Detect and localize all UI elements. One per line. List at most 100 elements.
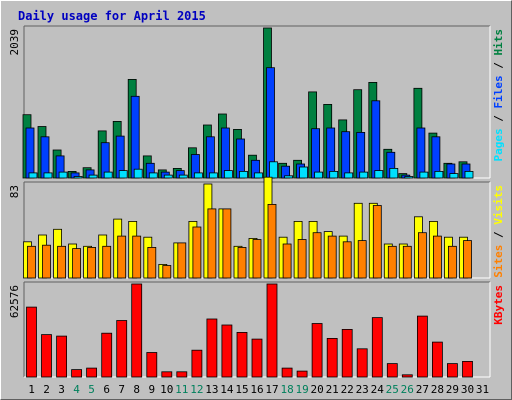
bar-sites-day-8 — [132, 235, 142, 279]
bar-sites-day-6 — [102, 245, 112, 279]
bar-sites-day-19 — [297, 239, 307, 279]
y-max-label: 83 — [8, 185, 21, 198]
bar-sites-day-1 — [27, 245, 36, 279]
x-tick-label-day-15: 15 — [235, 383, 248, 396]
x-tick-label-day-2: 2 — [43, 383, 50, 396]
bar-pages-day-27 — [419, 171, 429, 179]
bar-sites-day-3 — [57, 245, 66, 279]
x-tick-label-day-21: 21 — [326, 383, 339, 396]
bar-sites-day-29 — [447, 245, 457, 279]
bar-sites-day-5 — [87, 246, 96, 279]
label-separator: / — [492, 109, 505, 129]
series-label-kbytes: KBytes — [492, 285, 505, 325]
bar-pages-day-24 — [374, 170, 384, 179]
y-max-label: 2039 — [8, 29, 21, 56]
bar-sites-day-4 — [72, 248, 81, 279]
bar-pages-day-26 — [404, 176, 414, 179]
bar-kbytes-day-5 — [86, 367, 97, 378]
right-axis-labels: Sites / Visits — [492, 185, 505, 278]
bar-files-day-2 — [40, 136, 50, 179]
bar-sites-day-16 — [252, 239, 262, 279]
series-label-hits: Hits — [492, 29, 505, 56]
label-separator: / — [492, 225, 505, 245]
bar-pages-day-11 — [178, 174, 188, 179]
x-tick-label-day-16: 16 — [250, 383, 263, 396]
bar-sites-day-22 — [342, 241, 352, 279]
bar-kbytes-day-12 — [191, 349, 203, 378]
bar-kbytes-day-28 — [431, 341, 443, 378]
bar-sites-day-12 — [192, 226, 202, 279]
bar-kbytes-day-24 — [371, 317, 383, 378]
bar-kbytes-day-25 — [386, 363, 398, 378]
bar-pages-day-21 — [329, 170, 339, 179]
bar-kbytes-day-16 — [251, 338, 263, 378]
bar-pages-day-8 — [133, 168, 143, 179]
bar-pages-day-12 — [193, 172, 203, 179]
bar-sites-day-17 — [267, 203, 277, 279]
bar-kbytes-day-9 — [146, 352, 158, 378]
y-max-label: 62576 — [8, 285, 21, 318]
x-tick-label-day-31: 31 — [476, 383, 489, 396]
bar-files-day-1 — [25, 127, 35, 179]
x-tick-label-day-22: 22 — [341, 383, 354, 396]
x-tick-label-day-18: 18 — [280, 383, 293, 396]
x-tick-label-day-7: 7 — [118, 383, 125, 396]
bar-pages-day-18 — [284, 175, 294, 179]
x-tick-label-day-3: 3 — [58, 383, 65, 396]
x-tick-label-day-14: 14 — [220, 383, 234, 396]
bar-sites-day-15 — [237, 246, 247, 279]
bar-pages-day-2 — [43, 172, 53, 179]
bar-sites-day-27 — [417, 232, 427, 279]
bar-pages-day-6 — [103, 171, 113, 179]
bar-kbytes-day-3 — [56, 335, 67, 378]
bar-kbytes-day-30 — [462, 360, 473, 378]
bar-pages-day-28 — [434, 170, 444, 179]
x-tick-label-day-11: 11 — [175, 383, 188, 396]
x-tick-label-day-24: 24 — [371, 383, 385, 396]
bar-sites-day-21 — [327, 235, 337, 279]
bar-sites-day-25 — [387, 245, 397, 279]
x-tick-label-day-28: 28 — [431, 383, 444, 396]
x-tick-label-day-17: 17 — [265, 383, 278, 396]
bar-kbytes-day-26 — [401, 374, 413, 378]
series-label-files: Files — [492, 75, 505, 108]
series-label-visits: Visits — [492, 185, 505, 225]
bar-sites-day-24 — [372, 205, 382, 279]
bar-kbytes-day-27 — [416, 315, 428, 378]
bar-kbytes-day-29 — [446, 363, 458, 378]
bar-pages-day-14 — [223, 170, 233, 179]
x-tick-label-day-9: 9 — [148, 383, 155, 396]
bar-kbytes-day-4 — [71, 369, 82, 378]
bar-pages-day-5 — [88, 174, 98, 179]
bar-pages-day-20 — [314, 171, 324, 179]
right-axis-labels: KBytes — [492, 285, 505, 325]
bar-sites-day-7 — [117, 235, 127, 279]
bar-kbytes-day-22 — [341, 328, 353, 378]
bar-kbytes-day-21 — [326, 337, 338, 378]
bar-sites-day-20 — [312, 232, 322, 279]
bar-pages-day-13 — [208, 172, 218, 179]
bar-pages-day-23 — [359, 171, 369, 179]
x-tick-label-day-25: 25 — [386, 383, 399, 396]
bar-sites-day-23 — [357, 240, 367, 279]
bar-kbytes-day-8 — [131, 283, 143, 378]
bar-pages-day-22 — [344, 172, 354, 179]
chart-title: Daily usage for April 2015 — [18, 9, 206, 23]
x-tick-label-day-27: 27 — [416, 383, 429, 396]
bar-files-day-13 — [205, 136, 215, 179]
bar-pages-day-10 — [163, 174, 173, 179]
bar-kbytes-day-15 — [236, 331, 248, 378]
x-tick-label-day-10: 10 — [160, 383, 173, 396]
bar-files-day-21 — [326, 127, 336, 179]
bar-kbytes-day-6 — [101, 332, 113, 378]
bar-pages-day-17 — [269, 161, 278, 179]
bar-kbytes-day-2 — [41, 334, 52, 378]
x-tick-label-day-29: 29 — [446, 383, 459, 396]
bar-pages-day-30 — [464, 170, 474, 179]
bar-files-day-20 — [311, 128, 321, 179]
series-label-pages: Pages — [492, 128, 505, 161]
bar-sites-day-30 — [463, 240, 472, 279]
x-tick-label-day-12: 12 — [190, 383, 203, 396]
bar-pages-day-15 — [239, 170, 248, 179]
x-tick-label-day-6: 6 — [103, 383, 110, 396]
